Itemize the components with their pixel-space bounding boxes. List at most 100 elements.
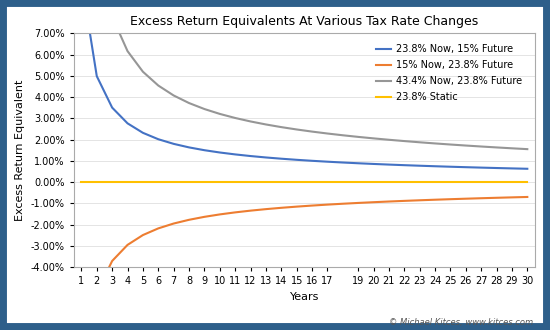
15% Now, 23.8% Future bbox=[386, 200, 392, 204]
15% Now, 23.8% Future bbox=[201, 215, 208, 219]
23.8% Static bbox=[524, 180, 531, 184]
23.8% Static bbox=[478, 180, 485, 184]
23.8% Static bbox=[463, 180, 469, 184]
15% Now, 23.8% Future bbox=[155, 226, 162, 230]
23.8% Now, 15% Future bbox=[478, 166, 485, 170]
43.4% Now, 23.8% Future bbox=[370, 136, 377, 140]
23.8% Static bbox=[186, 180, 192, 184]
43.4% Now, 23.8% Future bbox=[432, 142, 438, 146]
15% Now, 23.8% Future bbox=[248, 209, 254, 213]
23.8% Static bbox=[232, 180, 239, 184]
15% Now, 23.8% Future bbox=[416, 198, 423, 202]
23.8% Static bbox=[370, 180, 377, 184]
Line: 23.8% Now, 15% Future: 23.8% Now, 15% Future bbox=[81, 0, 527, 169]
23.8% Static bbox=[278, 180, 284, 184]
43.4% Now, 23.8% Future bbox=[386, 138, 392, 142]
43.4% Now, 23.8% Future bbox=[463, 144, 469, 148]
23.8% Now, 15% Future bbox=[447, 165, 454, 169]
15% Now, 23.8% Future bbox=[262, 207, 269, 211]
15% Now, 23.8% Future bbox=[339, 202, 346, 206]
43.4% Now, 23.8% Future bbox=[524, 147, 531, 151]
43.4% Now, 23.8% Future bbox=[248, 119, 254, 123]
23.8% Static bbox=[493, 180, 500, 184]
15% Now, 23.8% Future bbox=[293, 205, 300, 209]
X-axis label: Years: Years bbox=[290, 292, 319, 302]
43.4% Now, 23.8% Future bbox=[401, 139, 408, 143]
43.4% Now, 23.8% Future bbox=[217, 112, 223, 116]
43.4% Now, 23.8% Future bbox=[232, 116, 239, 120]
15% Now, 23.8% Future bbox=[278, 206, 284, 210]
43.4% Now, 23.8% Future bbox=[201, 107, 208, 111]
43.4% Now, 23.8% Future bbox=[355, 135, 361, 139]
23.8% Now, 15% Future bbox=[432, 164, 438, 168]
23.8% Static bbox=[78, 180, 85, 184]
15% Now, 23.8% Future bbox=[217, 213, 223, 216]
23.8% Now, 15% Future bbox=[109, 106, 116, 110]
23.8% Now, 15% Future bbox=[262, 155, 269, 159]
43.4% Now, 23.8% Future bbox=[278, 125, 284, 129]
15% Now, 23.8% Future bbox=[232, 211, 239, 214]
23.8% Now, 15% Future bbox=[524, 167, 531, 171]
23.8% Now, 15% Future bbox=[355, 161, 361, 165]
15% Now, 23.8% Future bbox=[324, 203, 331, 207]
23.8% Static bbox=[170, 180, 177, 184]
23.8% Static bbox=[262, 180, 269, 184]
15% Now, 23.8% Future bbox=[309, 204, 315, 208]
23.8% Now, 15% Future bbox=[140, 131, 146, 135]
23.8% Now, 15% Future bbox=[309, 159, 315, 163]
23.8% Static bbox=[94, 180, 100, 184]
23.8% Static bbox=[509, 180, 515, 184]
43.4% Now, 23.8% Future bbox=[416, 140, 423, 144]
15% Now, 23.8% Future bbox=[355, 201, 361, 205]
15% Now, 23.8% Future bbox=[370, 200, 377, 204]
23.8% Static bbox=[386, 180, 392, 184]
15% Now, 23.8% Future bbox=[478, 196, 485, 200]
23.8% Static bbox=[432, 180, 438, 184]
23.8% Now, 15% Future bbox=[370, 162, 377, 166]
23.8% Static bbox=[309, 180, 315, 184]
15% Now, 23.8% Future bbox=[493, 196, 500, 200]
15% Now, 23.8% Future bbox=[170, 221, 177, 225]
23.8% Static bbox=[293, 180, 300, 184]
15% Now, 23.8% Future bbox=[524, 195, 531, 199]
23.8% Static bbox=[401, 180, 408, 184]
43.4% Now, 23.8% Future bbox=[309, 130, 315, 134]
23.8% Static bbox=[124, 180, 131, 184]
43.4% Now, 23.8% Future bbox=[509, 146, 515, 150]
43.4% Now, 23.8% Future bbox=[293, 127, 300, 131]
23.8% Now, 15% Future bbox=[186, 146, 192, 149]
23.8% Static bbox=[339, 180, 346, 184]
23.8% Static bbox=[155, 180, 162, 184]
23.8% Now, 15% Future bbox=[155, 137, 162, 141]
43.4% Now, 23.8% Future bbox=[478, 145, 485, 148]
23.8% Now, 15% Future bbox=[94, 74, 100, 78]
Line: 43.4% Now, 23.8% Future: 43.4% Now, 23.8% Future bbox=[81, 0, 527, 149]
23.8% Static bbox=[248, 180, 254, 184]
15% Now, 23.8% Future bbox=[447, 197, 454, 201]
43.4% Now, 23.8% Future bbox=[155, 83, 162, 87]
23.8% Now, 15% Future bbox=[493, 166, 500, 170]
15% Now, 23.8% Future bbox=[94, 290, 100, 294]
23.8% Now, 15% Future bbox=[293, 158, 300, 162]
23.8% Now, 15% Future bbox=[217, 150, 223, 154]
15% Now, 23.8% Future bbox=[432, 198, 438, 202]
15% Now, 23.8% Future bbox=[140, 233, 146, 237]
23.8% Now, 15% Future bbox=[339, 160, 346, 164]
15% Now, 23.8% Future bbox=[186, 218, 192, 222]
23.8% Now, 15% Future bbox=[248, 154, 254, 158]
43.4% Now, 23.8% Future bbox=[109, 15, 116, 19]
Title: Excess Return Equivalents At Various Tax Rate Changes: Excess Return Equivalents At Various Tax… bbox=[130, 15, 478, 28]
23.8% Now, 15% Future bbox=[416, 164, 423, 168]
43.4% Now, 23.8% Future bbox=[324, 132, 331, 136]
43.4% Now, 23.8% Future bbox=[124, 49, 131, 53]
23.8% Static bbox=[201, 180, 208, 184]
23.8% Static bbox=[140, 180, 146, 184]
23.8% Static bbox=[324, 180, 331, 184]
43.4% Now, 23.8% Future bbox=[339, 133, 346, 137]
43.4% Now, 23.8% Future bbox=[262, 122, 269, 126]
Text: © Michael Kitces, www.kitces.com: © Michael Kitces, www.kitces.com bbox=[389, 318, 534, 327]
23.8% Static bbox=[355, 180, 361, 184]
Line: 15% Now, 23.8% Future: 15% Now, 23.8% Future bbox=[81, 197, 527, 330]
43.4% Now, 23.8% Future bbox=[186, 101, 192, 105]
15% Now, 23.8% Future bbox=[401, 199, 408, 203]
